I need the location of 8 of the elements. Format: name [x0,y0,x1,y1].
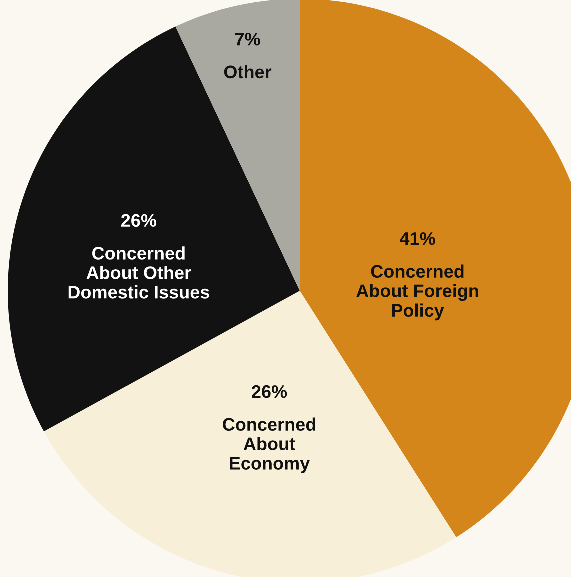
data-label: 26% [121,214,157,228]
data-label: 41% [400,232,436,246]
data-label: 7% [235,33,260,46]
data-label: 26% [252,385,288,398]
slice-label: Concerned About Economy [223,418,316,474]
slice-label: Concerned About Foreign Policy [356,264,478,321]
slice-label: Other [224,65,272,79]
slice-label: Concerned About Other Domestic Issues [68,246,210,299]
